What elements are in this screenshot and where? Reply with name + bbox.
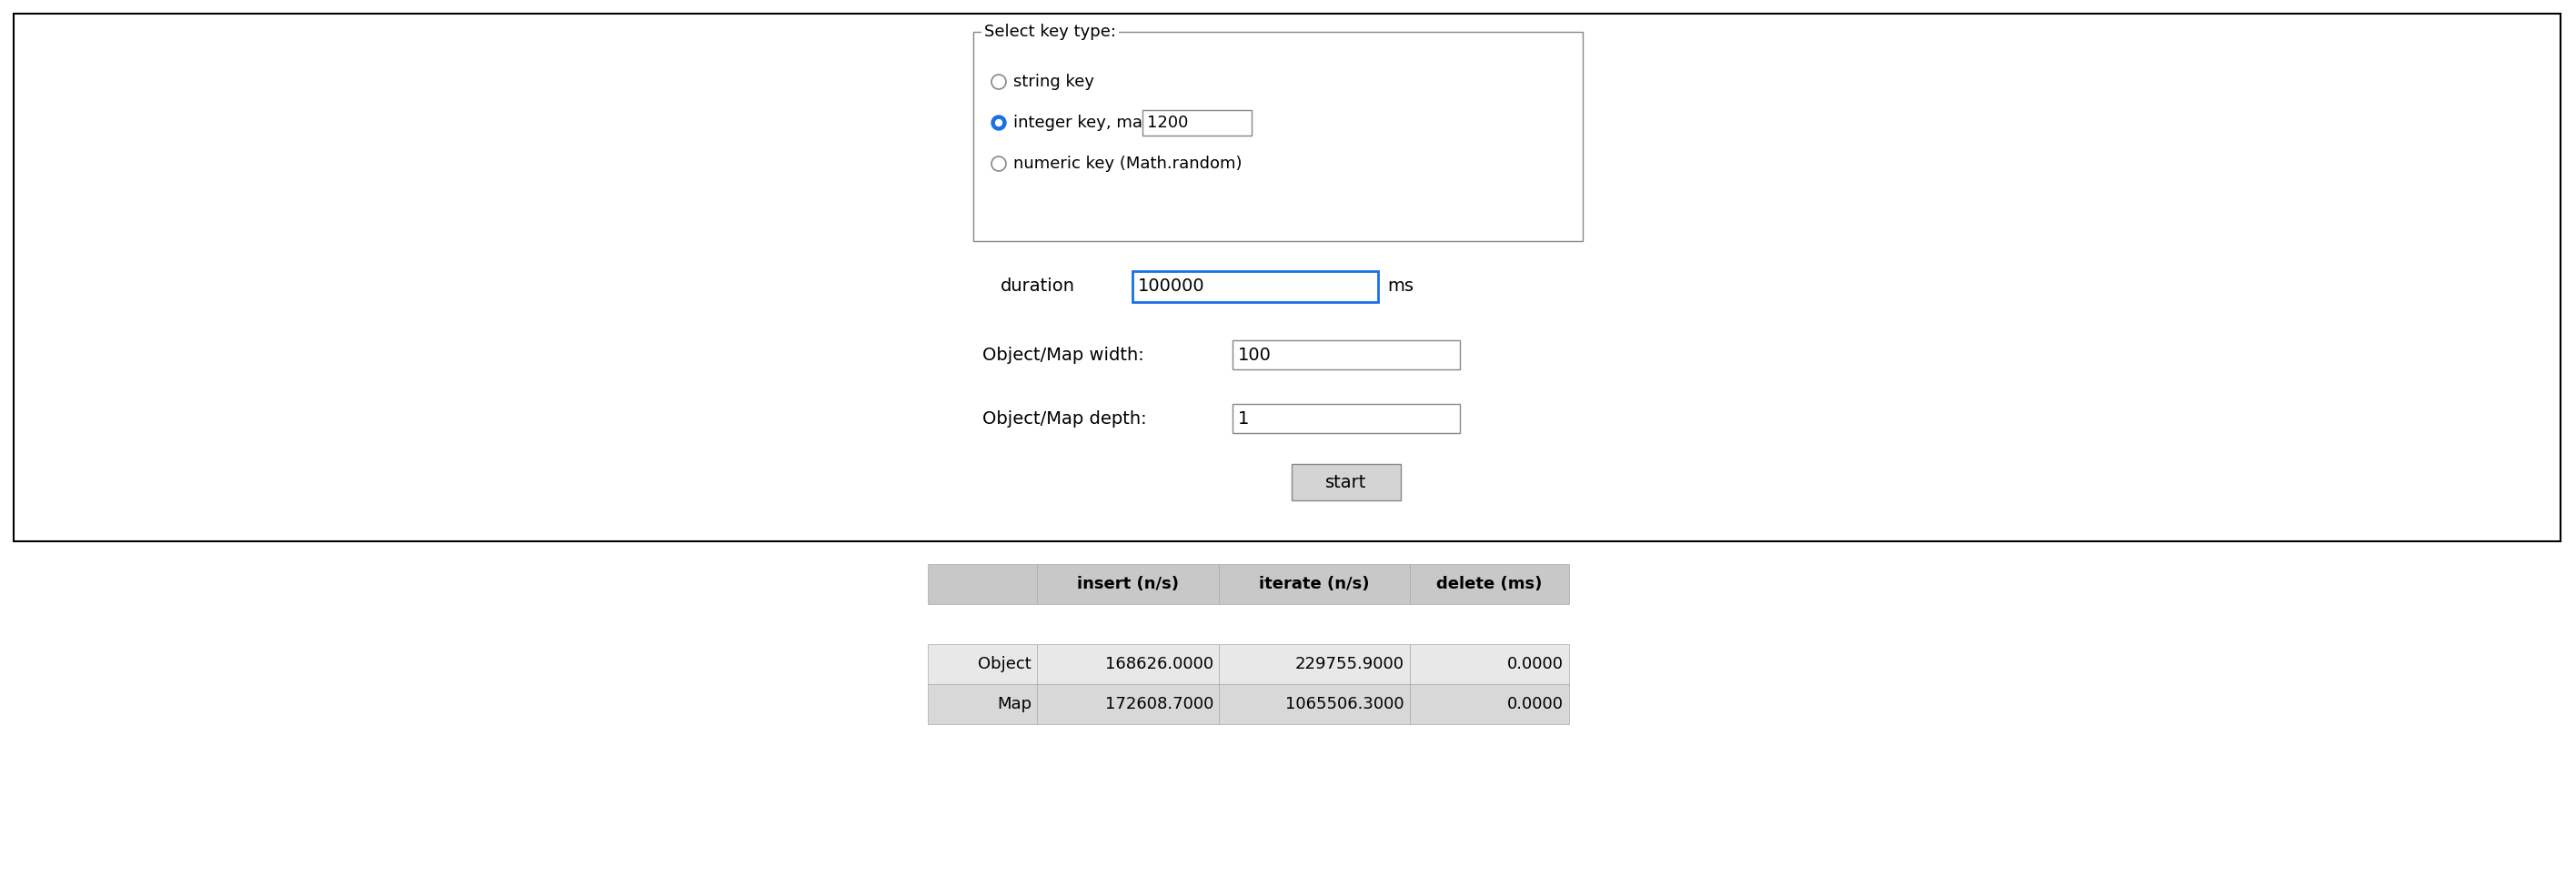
Bar xyxy=(927,684,1038,724)
Bar xyxy=(1038,684,1218,724)
Text: 0.0000: 0.0000 xyxy=(1507,656,1564,673)
Bar xyxy=(1038,644,1218,684)
Bar xyxy=(974,32,1582,241)
Text: Object/Map width:: Object/Map width: xyxy=(981,346,1144,363)
Bar xyxy=(1291,464,1401,501)
Bar xyxy=(1409,684,1569,724)
Bar xyxy=(1409,644,1569,684)
Text: Object/Map depth:: Object/Map depth: xyxy=(981,410,1146,427)
Text: 172608.7000: 172608.7000 xyxy=(1105,696,1213,712)
Text: delete (ms): delete (ms) xyxy=(1437,576,1543,592)
Text: numeric key (Math.random): numeric key (Math.random) xyxy=(1012,155,1242,172)
Text: 1: 1 xyxy=(1239,410,1249,427)
Text: 100: 100 xyxy=(1239,346,1273,363)
Bar xyxy=(1409,564,1569,604)
Text: 229755.9000: 229755.9000 xyxy=(1296,656,1404,673)
Bar xyxy=(927,564,1038,604)
Text: insert (n/s): insert (n/s) xyxy=(1077,576,1180,592)
Text: start: start xyxy=(1327,474,1368,491)
Bar xyxy=(1133,271,1378,302)
Text: 0.0000: 0.0000 xyxy=(1507,696,1564,712)
Text: integer key, max: integer key, max xyxy=(1012,115,1151,131)
Bar xyxy=(13,14,2561,541)
Text: ms: ms xyxy=(1386,278,1414,296)
Text: 168626.0000: 168626.0000 xyxy=(1105,656,1213,673)
Text: string key: string key xyxy=(1012,74,1095,90)
Circle shape xyxy=(994,119,1002,126)
Text: iterate (n/s): iterate (n/s) xyxy=(1260,576,1370,592)
Text: duration: duration xyxy=(999,278,1074,296)
Circle shape xyxy=(992,116,1007,130)
Bar xyxy=(1218,564,1409,604)
Bar xyxy=(1218,644,1409,684)
Text: 1065506.3000: 1065506.3000 xyxy=(1285,696,1404,712)
Text: 1200: 1200 xyxy=(1146,115,1188,131)
Text: Map: Map xyxy=(997,696,1030,712)
Bar xyxy=(1144,111,1252,136)
Bar xyxy=(1218,684,1409,724)
Bar xyxy=(1231,404,1461,433)
Bar xyxy=(927,644,1038,684)
Text: Select key type:: Select key type: xyxy=(984,24,1115,40)
Bar xyxy=(1231,340,1461,369)
Text: 100000: 100000 xyxy=(1139,278,1206,296)
Circle shape xyxy=(992,156,1007,171)
Text: Object: Object xyxy=(979,656,1030,673)
Bar xyxy=(1038,564,1218,604)
Circle shape xyxy=(992,75,1007,89)
